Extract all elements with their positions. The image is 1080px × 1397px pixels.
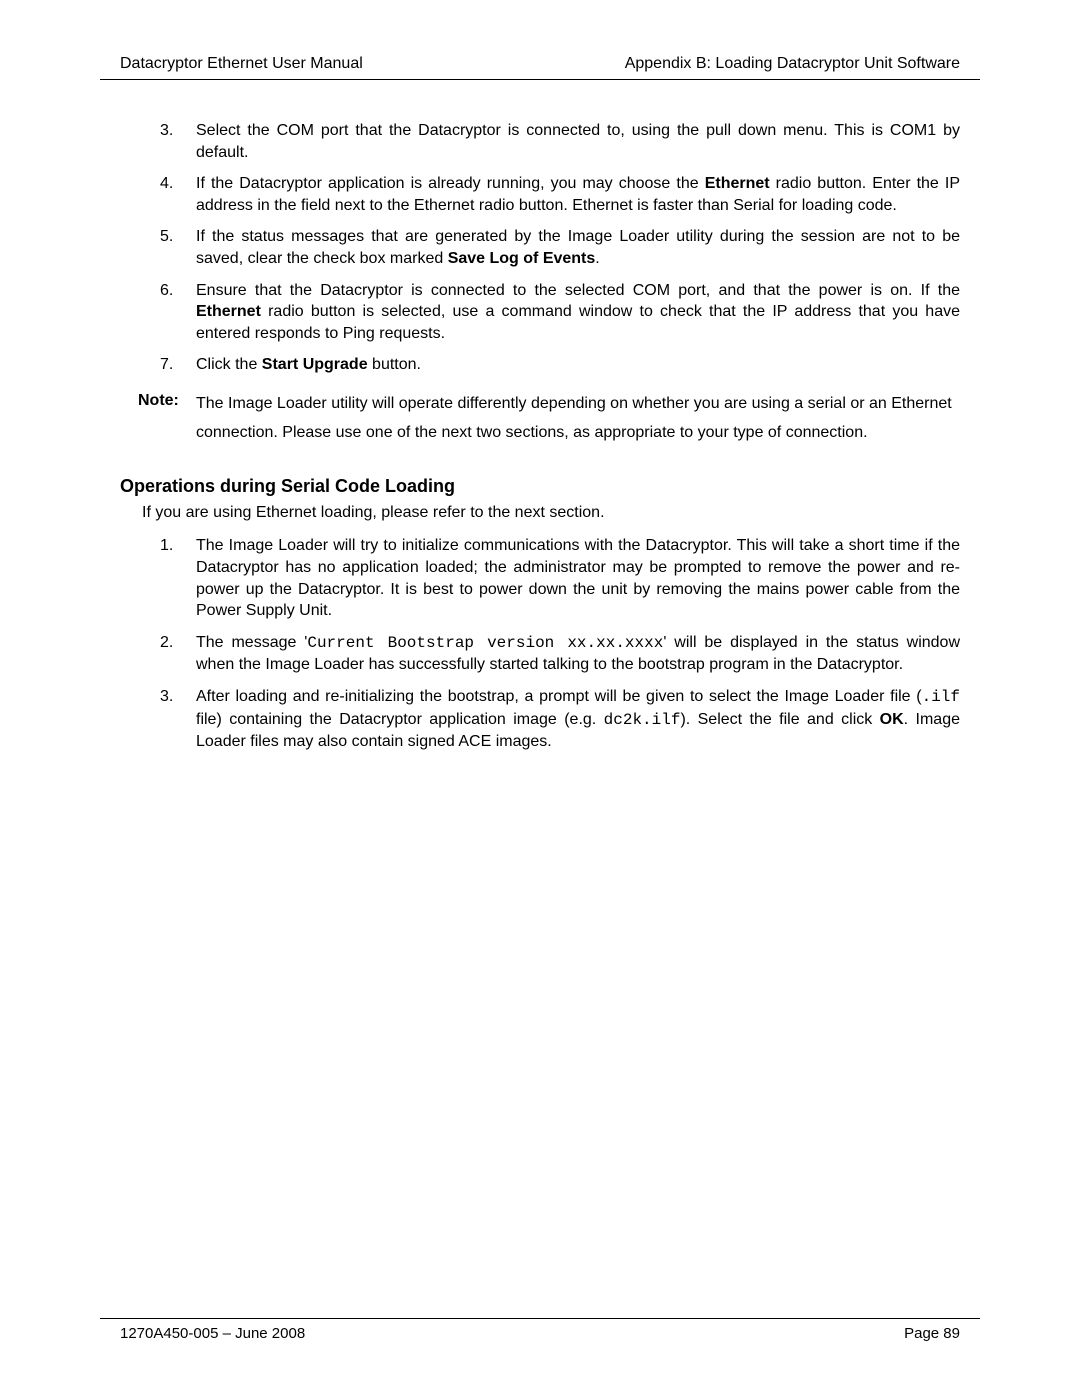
text-segment: dc2k.ilf [604,711,681,729]
text-segment: radio button is selected, use a command … [196,303,960,342]
list-item: 6.Ensure that the Datacryptor is connect… [160,280,960,345]
text-segment: If the Datacryptor application is alread… [196,175,705,192]
list-item: 4.If the Datacryptor application is alre… [160,173,960,216]
text-segment: Save Log of Events [448,250,596,267]
section-intro: If you are using Ethernet loading, pleas… [142,502,960,524]
header-rule [100,79,980,80]
text-segment: Current Bootstrap version xx.xx.xxxx [307,634,663,652]
list-item-marker: 1. [160,535,196,621]
list-item-body: If the status messages that are generate… [196,226,960,269]
list-item-body: Ensure that the Datacryptor is connected… [196,280,960,345]
note-body: The Image Loader utility will operate di… [196,390,960,448]
text-segment: Select the COM port that the Datacryptor… [196,122,960,161]
list-item-body: Select the COM port that the Datacryptor… [196,120,960,163]
list-item: 1.The Image Loader will try to initializ… [160,535,960,621]
text-segment: ). Select the file and click [680,711,879,728]
footer-rule [100,1318,980,1319]
page-header: Datacryptor Ethernet User Manual Appendi… [100,55,980,73]
list-item-marker: 7. [160,354,196,376]
list-item: 3.Select the COM port that the Datacrypt… [160,120,960,163]
list-item-body: The Image Loader will try to initialize … [196,535,960,621]
steps-list-a: 3.Select the COM port that the Datacrypt… [120,120,960,376]
text-segment: file) containing the Datacryptor applica… [196,711,604,728]
page: Datacryptor Ethernet User Manual Appendi… [0,0,1080,1397]
list-item-body: The message 'Current Bootstrap version x… [196,632,960,676]
header-right: Appendix B: Loading Datacryptor Unit Sof… [625,55,960,73]
list-item: 7.Click the Start Upgrade button. [160,354,960,376]
text-segment: After loading and re-initializing the bo… [196,688,922,705]
list-item-marker: 2. [160,632,196,676]
footer-row: 1270A450-005 – June 2008 Page 89 [100,1325,980,1342]
footer-left: 1270A450-005 – June 2008 [120,1325,305,1342]
content: 3.Select the COM port that the Datacrypt… [100,120,980,753]
text-segment: Ensure that the Datacryptor is connected… [196,282,960,299]
list-item-marker: 5. [160,226,196,269]
list-item: 3.After loading and re-initializing the … [160,686,960,753]
list-item-marker: 3. [160,120,196,163]
note-block: Note: The Image Loader utility will oper… [138,390,960,448]
steps-list-b: 1.The Image Loader will try to initializ… [120,535,960,752]
page-footer: 1270A450-005 – June 2008 Page 89 [100,1318,980,1342]
text-segment: . [595,250,599,267]
list-item-marker: 3. [160,686,196,753]
text-segment: The Image Loader will try to initialize … [196,537,960,619]
list-item-marker: 4. [160,173,196,216]
note-label: Note: [138,390,196,448]
header-left: Datacryptor Ethernet User Manual [120,55,363,73]
list-item: 5.If the status messages that are genera… [160,226,960,269]
footer-right: Page 89 [904,1325,960,1342]
section-heading: Operations during Serial Code Loading [120,474,960,498]
list-item-body: If the Datacryptor application is alread… [196,173,960,216]
list-item-marker: 6. [160,280,196,345]
text-segment: Ethernet [705,175,770,192]
text-segment: Click the [196,356,262,373]
list-item: 2.The message 'Current Bootstrap version… [160,632,960,676]
list-item-body: After loading and re-initializing the bo… [196,686,960,753]
text-segment: The message ' [196,634,307,651]
text-segment: Start Upgrade [262,356,368,373]
list-item-body: Click the Start Upgrade button. [196,354,960,376]
text-segment: Ethernet [196,303,261,320]
text-segment: .ilf [922,688,960,706]
text-segment: OK [880,711,904,728]
text-segment: button. [368,356,421,373]
